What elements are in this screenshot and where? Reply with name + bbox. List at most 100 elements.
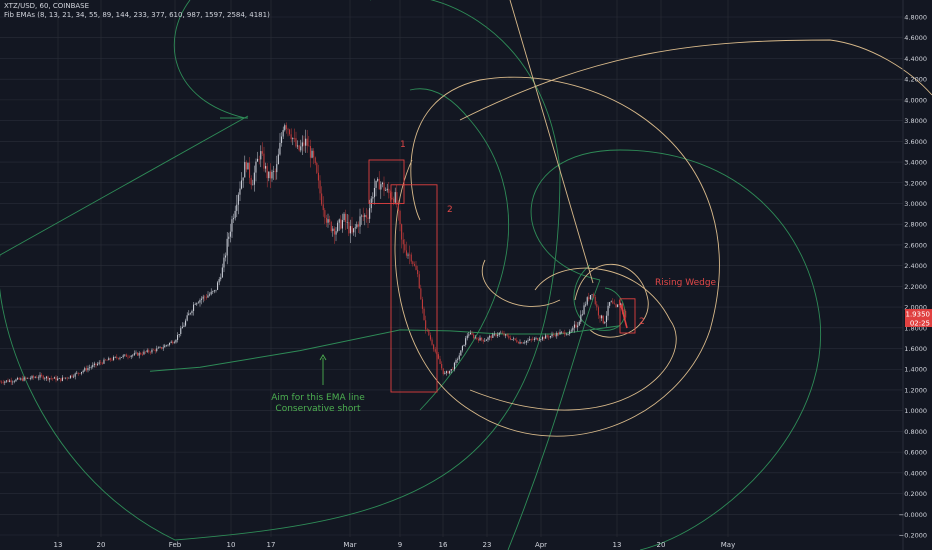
candle-body [439, 358, 441, 364]
indicator-title[interactable]: Fib EMAs (8, 13, 21, 34, 55, 89, 144, 23… [4, 11, 270, 19]
candle-body [516, 340, 518, 343]
candle-body [226, 238, 228, 256]
candle-body [561, 331, 563, 333]
candle-body [500, 332, 502, 334]
y-axis[interactable]: 4.8000 4.6000 4.4000 4.2000 4.0000 3.8000 3.60… [899, 0, 927, 550]
candle-body [309, 146, 311, 158]
candle-body [549, 336, 551, 338]
candle-body [76, 372, 78, 374]
candle-body [529, 339, 531, 341]
candle-body [425, 320, 427, 330]
candle-body [1, 381, 3, 383]
candle-body [353, 228, 355, 233]
candle-body [476, 337, 478, 339]
candle-body [71, 375, 73, 377]
candle-body [124, 354, 126, 356]
candle-body [442, 368, 444, 374]
candle-body [506, 334, 508, 336]
candle-body [12, 381, 14, 383]
candle-body [356, 224, 358, 228]
candle-body [433, 344, 435, 350]
candle-body [258, 158, 260, 160]
rising-wedge-label: Rising Wedge [655, 278, 717, 288]
candle-body [327, 219, 329, 223]
candle-body [460, 350, 462, 356]
candle-body [508, 335, 510, 339]
candle-body [236, 204, 238, 211]
symbol-title[interactable]: XTZ/USD, 60, COINBASE [4, 2, 90, 10]
candle-body [165, 345, 167, 346]
candle-body [428, 329, 430, 336]
candle-body [421, 299, 423, 309]
candle-body [303, 142, 305, 146]
wave-box-2[interactable] [390, 184, 438, 393]
candle-body [554, 335, 556, 337]
candle-body [615, 304, 617, 308]
wave-box-1[interactable] [368, 159, 405, 204]
candle-body [65, 377, 67, 379]
candle-body [605, 315, 607, 322]
candle-body [388, 188, 390, 194]
candle-body [537, 338, 539, 341]
candle-body [68, 377, 70, 379]
candle-body [314, 157, 316, 164]
candle-body [522, 342, 524, 344]
candle-body [173, 342, 175, 344]
x-axis[interactable]: 13 20 Feb 10 17 Mar 9 16 23 Apr 13 20 May [54, 541, 736, 549]
candle-body [517, 342, 519, 344]
candle-body [199, 299, 201, 303]
wave-boxes[interactable] [368, 159, 636, 393]
candle-body [282, 130, 284, 137]
y-tick-label: 0.8000 [904, 428, 927, 436]
candle-body [116, 356, 118, 358]
candle-body [527, 340, 529, 341]
candle-body [556, 332, 558, 337]
candle-body [338, 219, 340, 223]
candle-body [210, 291, 212, 295]
candle-body [621, 303, 623, 310]
tan-spiral-mid [469, 267, 677, 411]
candle-body [429, 335, 431, 340]
candle-body [620, 303, 622, 306]
candle-body [625, 311, 627, 318]
y-tick-label: −0.2000 [899, 532, 927, 540]
wave-2-lower-label: 2 [639, 317, 645, 327]
candle-body [306, 138, 308, 146]
candle-body [145, 351, 147, 353]
candle-body [100, 362, 102, 363]
candle-body [538, 340, 540, 341]
candle-body [493, 333, 495, 335]
candle-body [161, 347, 163, 349]
candle-body [285, 125, 287, 129]
candle-body [273, 171, 275, 172]
candle-body [450, 369, 452, 371]
candle-body [111, 359, 113, 361]
candle-body [484, 340, 486, 342]
candle-body [479, 337, 481, 341]
candle-body [45, 376, 47, 379]
candle-body [589, 295, 591, 300]
candle-body [268, 171, 270, 179]
candles [0, 122, 627, 386]
y-tick-label: 1.0000 [904, 407, 927, 415]
candle-body [452, 369, 454, 370]
candle-body [369, 208, 371, 219]
candle-body [501, 332, 503, 334]
candle-body [300, 146, 302, 151]
wave-box-3[interactable] [619, 298, 636, 334]
candle-body [220, 277, 222, 280]
candle-body [237, 194, 239, 205]
candle-body [551, 334, 553, 337]
candle-body [61, 377, 63, 381]
candle-body [305, 138, 307, 146]
y-tick-label: 2.6000 [904, 241, 927, 249]
x-tick-label: 20 [97, 541, 106, 549]
candle-body [513, 338, 515, 340]
candle-body [231, 219, 233, 232]
x-tick-label: 16 [439, 541, 448, 549]
candle-body [415, 265, 417, 270]
countdown-value: 02:25 [910, 320, 930, 328]
